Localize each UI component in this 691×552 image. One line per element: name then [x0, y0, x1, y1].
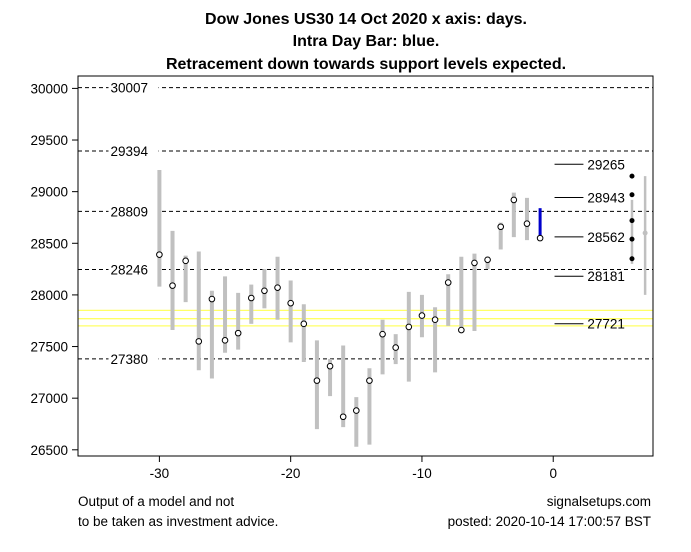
- forecast-dot-5: [629, 256, 635, 262]
- bar-close-day-4: [497, 223, 505, 231]
- bar-close-day-19: [300, 320, 308, 328]
- bar-close-day-8: [444, 279, 452, 286]
- y-tick-label-28500: 28500: [30, 236, 68, 251]
- y-tick-label-27500: 27500: [30, 340, 68, 355]
- bar-close-day-22: [261, 287, 268, 295]
- x-tick-label--30: -30: [150, 466, 170, 481]
- bar-close-day-12: [392, 344, 399, 351]
- y-tick-label-29500: 29500: [30, 133, 68, 148]
- chart-title: Dow Jones US30 14 Oct 2020 x axis: days.…: [166, 11, 566, 73]
- bar-close-day-18: [313, 377, 321, 384]
- title-line-3: Retracement down towards support levels …: [166, 56, 566, 73]
- level-label-bg-27380: [108, 351, 159, 366]
- bar-close-day-11: [405, 323, 413, 331]
- bar-close-day-7: [458, 326, 465, 334]
- forecast-label-28181: 28181: [587, 269, 625, 284]
- intraday-close: [536, 234, 544, 242]
- level-label-bg-30007: [108, 80, 159, 95]
- y-tick-label-26500: 26500: [30, 443, 68, 458]
- level-label-bg-28246: [108, 262, 159, 277]
- axes: 26500 27000 27500 28000 28500 29000 29500 30000…: [30, 81, 557, 481]
- x-tick-label-0: 0: [549, 466, 557, 481]
- forecast-dot-4: [629, 236, 635, 242]
- level-label-30007: 30007: [111, 81, 149, 96]
- footer-disclaimer-line-1: Output of a model and not: [78, 494, 234, 509]
- x-tick-label--20: -20: [281, 466, 301, 481]
- bar-close-day-20: [287, 299, 294, 307]
- forecast-label-28943: 28943: [587, 191, 625, 206]
- bar-close-day-29: [169, 282, 176, 289]
- bar-close-day-17: [326, 362, 334, 370]
- bar-close-day-15: [353, 407, 360, 414]
- bar-close-day-21: [274, 284, 281, 291]
- bar-close-day-3: [510, 196, 518, 204]
- title-line-1: Dow Jones US30 14 Oct 2020 x axis: days.: [205, 11, 527, 28]
- forecast-dot-2: [629, 192, 635, 198]
- level-lines: 30007 29394 28809 28246 27380: [78, 80, 653, 367]
- y-tick-label-30000: 30000: [30, 81, 68, 96]
- bar-close-day-27: [195, 338, 203, 345]
- plot-frame: [77, 75, 654, 457]
- bar-close-day-13: [379, 330, 386, 338]
- level-label-28246: 28246: [111, 263, 149, 278]
- x-tick-label--10: -10: [412, 466, 432, 481]
- footer-posted: posted: 2020-10-14 17:00:57 BST: [448, 514, 651, 529]
- y-tick-label-28000: 28000: [30, 288, 68, 303]
- bar-close-day-14: [366, 377, 373, 384]
- forecast-label-29265: 29265: [587, 157, 625, 172]
- bar-close-day-25: [221, 337, 229, 344]
- bar-close-day-10: [418, 312, 426, 319]
- forecast-dot-1: [629, 173, 635, 179]
- y-tick-label-27000: 27000: [30, 391, 68, 406]
- footer: Output of a model and not to be taken as…: [78, 494, 651, 529]
- bar-close-day-6: [471, 259, 478, 267]
- title-line-2: Intra Day Bar: blue.: [293, 33, 440, 50]
- bar-close-day-23: [247, 294, 255, 302]
- level-label-27380: 27380: [111, 352, 149, 367]
- price-bars: [156, 169, 544, 447]
- bar-close-day-2: [523, 220, 531, 227]
- bar-close-day-30: [156, 251, 163, 258]
- level-label-bg-28809: [108, 204, 159, 219]
- forecast-label-28562: 28562: [587, 230, 625, 245]
- footer-site: signalsetups.com: [547, 494, 651, 509]
- footer-disclaimer-line-2: to be taken as investment advice.: [78, 514, 278, 529]
- level-label-29394: 29394: [111, 144, 149, 159]
- forecast-label-27721: 27721: [587, 317, 625, 332]
- bar-close-day-28: [182, 257, 189, 265]
- bar-close-day-26: [208, 295, 216, 303]
- bar-close-day-5: [484, 256, 491, 264]
- bar-close-day-9: [431, 316, 439, 323]
- bar-close-day-16: [339, 413, 347, 421]
- bar-close-day-24: [234, 329, 242, 337]
- level-label-28809: 28809: [111, 204, 149, 219]
- forecast: 29265 28943 28562 28181 27721: [554, 157, 648, 332]
- y-tick-label-29000: 29000: [30, 185, 68, 200]
- forecast-dot-3: [629, 218, 635, 224]
- forecast-bar-point-2: [642, 230, 648, 236]
- level-label-bg-29394: [108, 143, 159, 158]
